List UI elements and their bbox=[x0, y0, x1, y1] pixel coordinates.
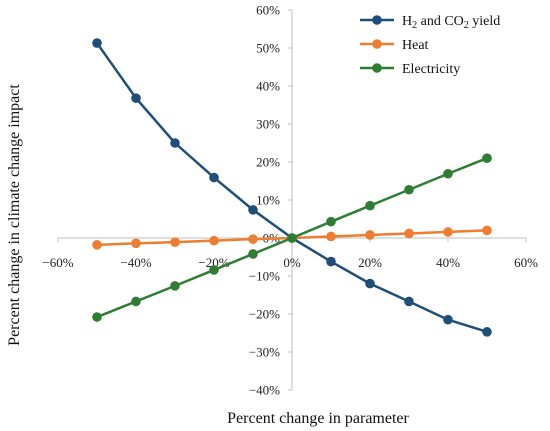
data-point bbox=[92, 240, 102, 250]
data-point bbox=[131, 238, 141, 249]
legend-item: H2 and CO2 yield bbox=[360, 14, 500, 31]
data-point bbox=[365, 230, 375, 240]
data-point bbox=[170, 138, 180, 148]
data-point bbox=[248, 205, 258, 215]
data-point bbox=[365, 200, 375, 211]
y-axis-title: Percent change in climate change impact bbox=[6, 84, 23, 346]
legend-label: H2 and CO2 yield bbox=[402, 14, 500, 31]
legend-marker bbox=[372, 63, 382, 73]
plot-series bbox=[92, 38, 492, 337]
data-point bbox=[248, 234, 258, 244]
data-point bbox=[326, 256, 336, 267]
data-point bbox=[92, 312, 102, 322]
data-point bbox=[287, 233, 297, 243]
data-point bbox=[404, 184, 414, 195]
y-tick-label: −40% bbox=[249, 383, 280, 398]
series-electricity bbox=[92, 153, 492, 322]
data-point bbox=[482, 153, 492, 163]
data-point bbox=[404, 296, 414, 307]
data-point bbox=[209, 235, 219, 246]
data-point bbox=[131, 296, 141, 307]
data-point bbox=[248, 249, 258, 259]
legend-label: Electricity bbox=[402, 62, 460, 77]
x-tick-label: 40% bbox=[436, 255, 460, 270]
data-point bbox=[482, 225, 492, 236]
y-tick-label: 20% bbox=[256, 155, 280, 170]
y-tick-label: 10% bbox=[256, 193, 280, 208]
axes: −40% −30% −20% −10%0% 10% 20% 30% 40% 50% 60% −60%… bbox=[42, 3, 538, 398]
x-tick-label: −40% bbox=[120, 255, 151, 270]
legend-item: Electricity bbox=[360, 62, 460, 77]
x-tick-label: 60% bbox=[514, 255, 538, 270]
x-tick-label: 20% bbox=[358, 255, 382, 270]
data-point bbox=[404, 228, 414, 239]
legend-item: Heat bbox=[360, 38, 429, 53]
data-point bbox=[92, 38, 102, 48]
x-tick-label: −60% bbox=[42, 255, 73, 270]
data-point bbox=[131, 93, 141, 103]
y-tick-label: −30% bbox=[249, 345, 280, 360]
data-point bbox=[365, 278, 375, 289]
y-tick-label: 40% bbox=[256, 79, 280, 94]
legend-label: Heat bbox=[402, 38, 429, 53]
data-point bbox=[209, 265, 219, 275]
x-tick-label: 0% bbox=[283, 255, 301, 270]
data-point bbox=[209, 172, 219, 183]
data-point bbox=[326, 231, 336, 242]
legend-marker bbox=[372, 15, 382, 25]
data-point bbox=[443, 168, 453, 179]
data-point bbox=[482, 327, 492, 337]
y-tick-label: −10% bbox=[249, 269, 280, 284]
y-tick-label: −20% bbox=[249, 307, 280, 322]
legend-marker bbox=[372, 39, 382, 49]
x-axis-title: Percent change in parameter bbox=[227, 410, 409, 427]
data-point bbox=[170, 281, 180, 291]
y-tick-label: 30% bbox=[256, 117, 280, 132]
y-tick-label: 50% bbox=[256, 41, 280, 56]
data-point bbox=[443, 227, 453, 237]
data-point bbox=[443, 314, 453, 325]
legend: H2 and CO2 yield Heat Electricity bbox=[360, 14, 500, 77]
data-point bbox=[326, 216, 336, 227]
data-point bbox=[170, 237, 180, 247]
y-tick-label: 60% bbox=[256, 3, 280, 18]
